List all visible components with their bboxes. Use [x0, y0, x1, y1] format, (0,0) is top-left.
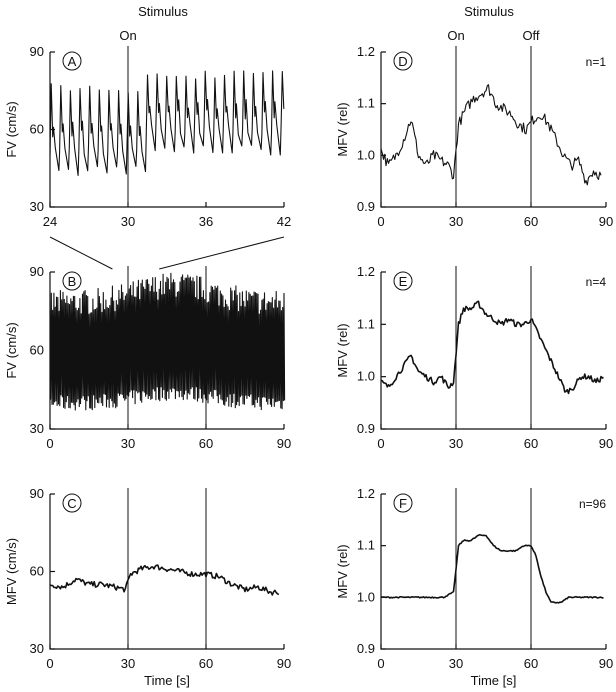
- y-axis-label: FV (cm/s): [4, 322, 19, 378]
- y-tick-label: 1.0: [357, 589, 375, 604]
- panel-letter: F: [399, 496, 407, 511]
- header-left: Stimulus: [138, 4, 188, 19]
- y-axis-label: FV (cm/s): [4, 101, 19, 157]
- panel-letter-circle: [62, 51, 82, 71]
- y-tick-label: 1.1: [357, 316, 375, 331]
- x-tick-label: 90: [599, 214, 613, 229]
- y-tick-label: 90: [30, 264, 44, 279]
- x-tick-label: 90: [599, 656, 613, 671]
- x-tick-label: 42: [277, 214, 291, 229]
- y-tick-label: 1.0: [357, 369, 375, 384]
- y-tick-label: 1.1: [357, 96, 375, 111]
- x-axis-label: Time [s]: [144, 673, 190, 688]
- y-axis-label: MFV (rel): [335, 323, 350, 377]
- x-tick-label: 60: [524, 214, 538, 229]
- velocity-trace: [49, 272, 286, 411]
- y-tick-label: 0.9: [357, 199, 375, 214]
- x-tick-label: 60: [199, 656, 213, 671]
- x-tick-label: 60: [199, 436, 213, 451]
- y-tick-label: 1.2: [357, 264, 375, 279]
- x-tick-label: 90: [277, 436, 291, 451]
- x-tick-label: 0: [377, 436, 384, 451]
- y-tick-label: 1.2: [357, 486, 375, 501]
- panel-e: 0.9 1.0 1.1 1.2 0 30 60 90 MFV (rel) E n=4: [335, 264, 613, 451]
- x-tick-label: 30: [121, 656, 135, 671]
- velocity-trace: [380, 300, 604, 395]
- y-tick-label: 60: [30, 122, 44, 137]
- panel-letter-circle: [62, 271, 82, 291]
- y-tick-label: 1.1: [357, 538, 375, 553]
- y-tick-label: 30: [30, 199, 44, 214]
- x-tick-label: 36: [199, 214, 213, 229]
- velocity-trace: [49, 564, 280, 596]
- x-tick-label: 30: [121, 436, 135, 451]
- velocity-trace: [380, 84, 602, 186]
- panel-letter: B: [68, 274, 77, 289]
- x-tick-label: 30: [449, 436, 463, 451]
- y-tick-label: 90: [30, 44, 44, 59]
- panel-letter: E: [399, 274, 408, 289]
- y-tick-label: 1.2: [357, 44, 375, 59]
- header-right: Stimulus: [464, 4, 514, 19]
- panel-letter-circle: [393, 51, 413, 71]
- y-axis-label: MFV (cm/s): [4, 538, 19, 605]
- zoom-connector-left: [49, 236, 113, 270]
- panel-d: 0.9 1.0 1.1 1.2 0 30 60 90 MFV (rel) D n=1 On Off: [335, 28, 613, 229]
- x-tick-label: 30: [449, 656, 463, 671]
- panel-f: 0.9 1.0 1.1 1.2 0 30 60 90 MFV (rel) Time [s] F n=9…: [335, 486, 613, 688]
- axes-frame: [380, 52, 606, 208]
- y-tick-label: 60: [30, 564, 44, 579]
- y-tick-label: 90: [30, 486, 44, 501]
- y-tick-label: 0.9: [357, 641, 375, 656]
- stimulus-marker-label: On: [447, 28, 464, 43]
- x-tick-label: 90: [599, 436, 613, 451]
- x-tick-label: 30: [449, 214, 463, 229]
- sample-size-label: n=4: [586, 275, 607, 289]
- panel-letter-circle: [393, 493, 413, 513]
- x-tick-label: 60: [524, 656, 538, 671]
- x-tick-label: 0: [377, 214, 384, 229]
- y-tick-label: 30: [30, 641, 44, 656]
- x-tick-label: 0: [377, 656, 384, 671]
- stimulus-marker-label: On: [119, 28, 136, 43]
- y-tick-label: 1.0: [357, 147, 375, 162]
- x-axis-label: Time [s]: [471, 673, 517, 688]
- x-tick-label: 90: [277, 656, 291, 671]
- velocity-trace: [49, 70, 285, 176]
- x-tick-label: 0: [46, 436, 53, 451]
- x-tick-label: 0: [46, 656, 53, 671]
- sample-size-label: n=1: [586, 55, 607, 69]
- y-tick-label: 30: [30, 421, 44, 436]
- stimulus-marker-label: Off: [522, 28, 539, 43]
- panel-letter: A: [68, 54, 77, 69]
- x-tick-label: 60: [524, 436, 538, 451]
- axes-frame: [380, 272, 606, 430]
- panel-letter: D: [398, 54, 407, 69]
- panel-letter-circle: [62, 493, 82, 513]
- x-tick-label: 24: [43, 214, 57, 229]
- y-axis-label: MFV (rel): [335, 544, 350, 598]
- x-tick-label: 30: [121, 214, 135, 229]
- sample-size-label: n=96: [579, 497, 606, 511]
- panel-letter: C: [67, 496, 76, 511]
- zoom-connector-right: [159, 236, 285, 270]
- axes-frame: [380, 494, 606, 650]
- y-tick-label: 60: [30, 343, 44, 358]
- axes-frame: [49, 52, 284, 208]
- y-tick-label: 0.9: [357, 421, 375, 436]
- velocity-trace: [380, 533, 604, 604]
- panel-letter-circle: [393, 271, 413, 291]
- y-axis-label: MFV (rel): [335, 102, 350, 156]
